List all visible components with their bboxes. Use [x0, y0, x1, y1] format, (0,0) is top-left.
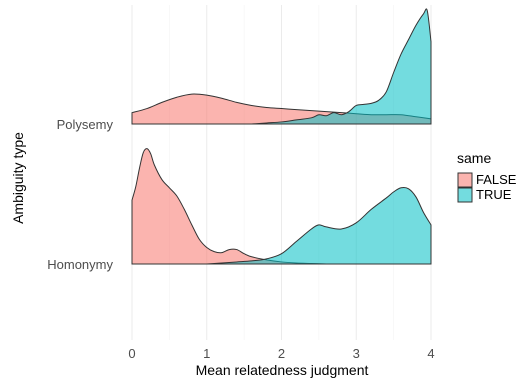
legend-swatch-true: [458, 188, 472, 202]
legend-label-true: TRUE: [476, 187, 512, 202]
x-tick-label: 0: [128, 346, 135, 361]
legend-label-false: FALSE: [476, 172, 517, 187]
x-tick-label: 2: [278, 346, 285, 361]
x-tick-label: 4: [427, 346, 434, 361]
y-axis-ticks: Polysemy Homonymy: [47, 117, 113, 272]
grid-lines: [132, 5, 431, 340]
density-polysemy-true: [252, 9, 431, 124]
y-tick-label: Polysemy: [57, 117, 114, 132]
legend-swatch-false: [458, 173, 472, 187]
y-tick-label: Homonymy: [47, 257, 113, 272]
legend-title: same: [457, 150, 491, 166]
x-axis-title: Mean relatedness judgment: [196, 362, 369, 378]
x-tick-label: 1: [203, 346, 210, 361]
y-axis-title: Ambiguity type: [10, 132, 26, 224]
x-axis-ticks: 0 1 2 3 4: [128, 346, 434, 361]
x-tick-label: 3: [353, 346, 360, 361]
